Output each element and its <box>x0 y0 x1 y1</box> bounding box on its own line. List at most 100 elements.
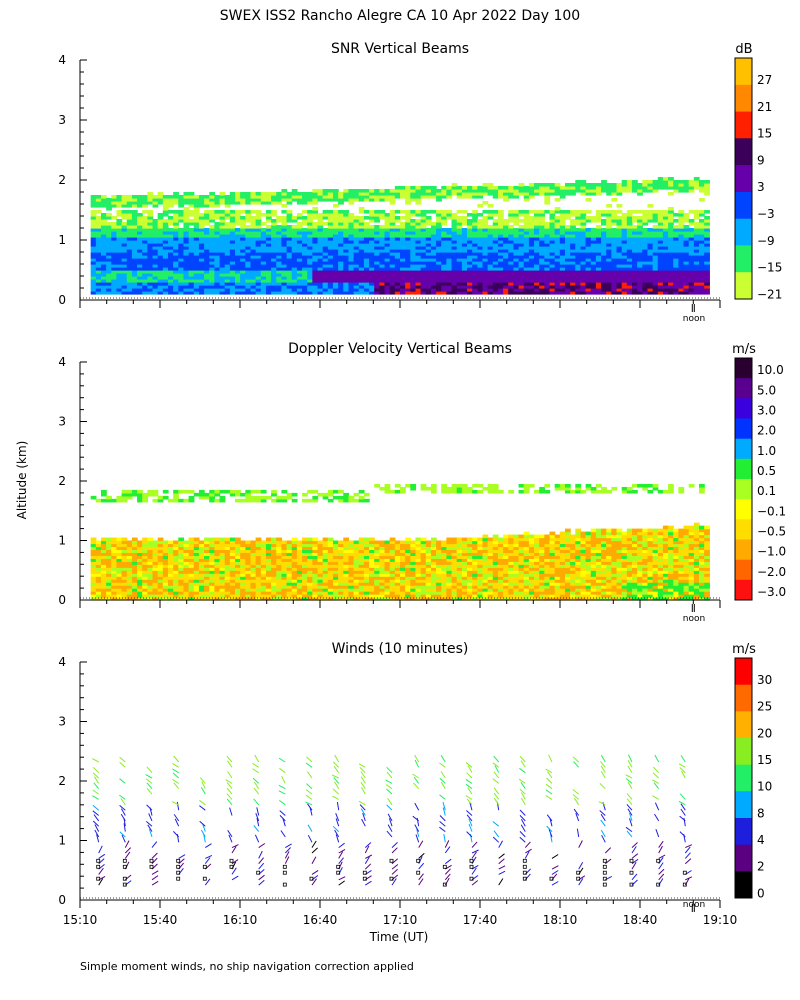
snr-cell <box>343 276 350 280</box>
snr-cell <box>461 228 468 232</box>
snr-cell <box>281 231 288 235</box>
snr-cell <box>255 192 262 196</box>
snr-cell <box>632 276 638 280</box>
snr-cell <box>131 255 138 259</box>
snr-cell <box>363 267 370 271</box>
snr-cell <box>410 222 417 226</box>
doppler-cell <box>317 591 324 595</box>
doppler-cell <box>348 564 355 568</box>
snr-cell <box>312 195 319 199</box>
snr-cell <box>549 285 556 289</box>
snr-cell <box>523 228 530 232</box>
snr-cell <box>564 228 571 232</box>
snr-cell <box>590 186 597 190</box>
doppler-cell <box>188 564 195 568</box>
snr-cell <box>430 237 437 241</box>
snr-cell <box>224 273 231 277</box>
doppler-cell <box>302 567 308 571</box>
snr-cell <box>229 276 236 280</box>
snr-cell <box>137 198 143 202</box>
snr-cell <box>456 246 463 250</box>
snr-cell <box>322 195 329 199</box>
snr-cell <box>281 246 288 250</box>
snr-cell <box>193 252 200 256</box>
snr-cell <box>570 222 576 226</box>
doppler-cell <box>219 552 226 556</box>
doppler-cell <box>137 567 143 571</box>
snr-cell <box>456 285 463 289</box>
snr-cell <box>575 273 582 277</box>
snr-cell <box>209 195 215 199</box>
snr-cell <box>389 240 396 244</box>
snr-cell <box>332 279 339 283</box>
snr-cell <box>626 189 633 193</box>
snr-cell <box>250 264 257 268</box>
doppler-cell <box>111 585 118 589</box>
snr-cell <box>338 240 344 244</box>
snr-cell <box>425 234 432 238</box>
doppler-cell <box>245 492 252 497</box>
doppler-cell <box>162 546 169 551</box>
snr-cell <box>312 273 319 277</box>
snr-cell <box>632 180 638 184</box>
snr-cell <box>693 291 700 295</box>
snr-cell <box>451 273 458 277</box>
snr-cell <box>534 255 540 259</box>
snr-cell <box>611 246 618 250</box>
snr-cell <box>611 249 618 253</box>
snr-cell <box>332 222 339 226</box>
doppler-cell <box>291 555 298 559</box>
snr-cell <box>693 249 700 253</box>
snr-cell <box>513 189 520 193</box>
doppler-cell <box>157 582 164 586</box>
snr-cell <box>281 222 288 226</box>
snr-cell <box>276 246 283 250</box>
doppler-cell <box>193 492 200 497</box>
snr-cell <box>482 243 489 247</box>
doppler-cell <box>260 552 267 556</box>
snr-cell <box>240 243 246 247</box>
snr-cell <box>523 195 530 199</box>
doppler-cell <box>173 579 179 583</box>
snr-cell <box>668 243 674 247</box>
snr-cell <box>528 237 535 241</box>
snr-cell <box>265 228 272 232</box>
snr-cell <box>601 291 607 295</box>
snr-cell <box>678 183 685 187</box>
snr-cell <box>291 249 298 253</box>
snr-cell <box>549 183 556 187</box>
snr-cell <box>626 276 633 280</box>
snr-cell <box>472 252 478 256</box>
snr-cell <box>611 189 618 193</box>
snr-cell <box>456 192 463 196</box>
snr-cell <box>420 267 427 271</box>
snr-cell <box>415 252 422 256</box>
snr-cell <box>255 222 262 226</box>
snr-cell <box>683 270 690 274</box>
snr-cell <box>616 252 623 256</box>
snr-cell <box>420 273 427 277</box>
snr-cell <box>647 267 654 271</box>
snr-cell <box>554 228 561 232</box>
snr-cell <box>601 186 607 190</box>
snr-cell <box>632 210 638 214</box>
snr-cell <box>271 228 277 232</box>
snr-cell <box>580 255 587 259</box>
snr-cell <box>90 219 97 223</box>
doppler-cell <box>302 594 308 598</box>
snr-cell <box>601 258 607 262</box>
snr-cell <box>492 255 499 259</box>
doppler-cell <box>281 564 288 568</box>
snr-cell <box>595 189 602 193</box>
doppler-cell <box>235 570 241 574</box>
doppler-cell <box>271 558 277 562</box>
colorbar-swatch <box>735 58 752 86</box>
doppler-cell <box>193 561 200 565</box>
snr-cell <box>554 282 561 286</box>
snr-cell <box>204 228 210 232</box>
doppler-cell <box>188 540 195 545</box>
snr-cell <box>250 216 257 220</box>
snr-cell <box>534 249 540 253</box>
snr-cell <box>389 243 396 247</box>
snr-cell <box>183 237 190 241</box>
